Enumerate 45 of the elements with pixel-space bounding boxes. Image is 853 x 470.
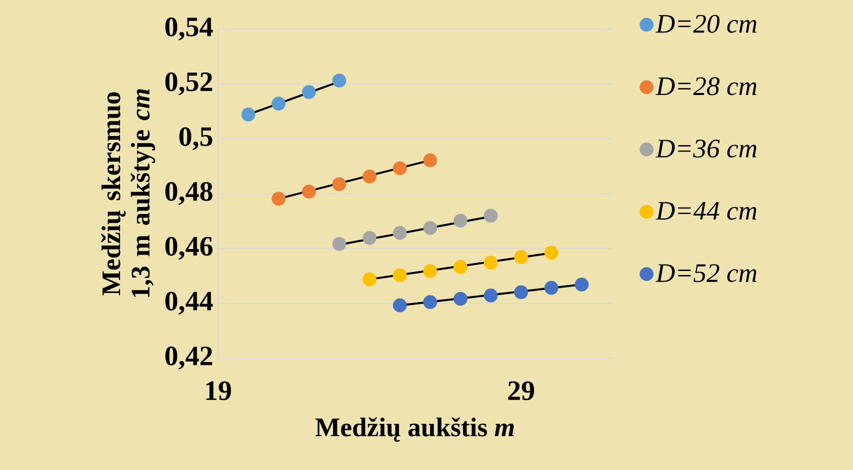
point [423,264,438,278]
point [514,285,528,300]
point [362,170,376,184]
point [484,256,498,270]
point [484,208,498,223]
point [392,161,407,176]
point [272,192,286,206]
point [514,250,528,264]
legend-label: D=28 cm [656,77,756,96]
point [392,268,407,282]
y-tick-label: 0,5 [179,127,212,150]
point [484,288,498,302]
point [544,246,558,260]
point [423,221,438,235]
y-tick-label: 0,52 [165,72,212,96]
point [454,214,468,228]
x-axis-title: Medžių aukštis m [315,417,514,442]
point [272,96,286,110]
point [241,108,256,122]
point [423,153,438,168]
point [332,237,346,251]
point [423,295,438,309]
point [392,226,407,240]
y-tick-label: 0,44 [165,292,213,315]
x-tick-label: 19 [206,381,231,400]
point [362,272,376,286]
point [362,230,376,245]
point [574,278,589,292]
x-tick-label: 29 [508,381,534,400]
legend-label: D=44 cm [656,202,756,220]
y-tick-label: 0,42 [165,346,212,370]
legend-label: D=20 cm [656,14,756,33]
point [332,177,346,192]
y-tick-label: 0,54 [165,18,213,40]
point [454,292,468,306]
point [332,74,346,88]
y-tick-label: 0,46 [165,236,212,260]
point [544,280,558,295]
point [392,298,407,312]
y-tick-label: 0,48 [165,182,212,205]
point [302,85,316,99]
legend-label: D=52 cm [656,264,756,282]
legend-label: D=36 cm [656,140,756,158]
point [302,184,316,199]
point [454,260,468,274]
